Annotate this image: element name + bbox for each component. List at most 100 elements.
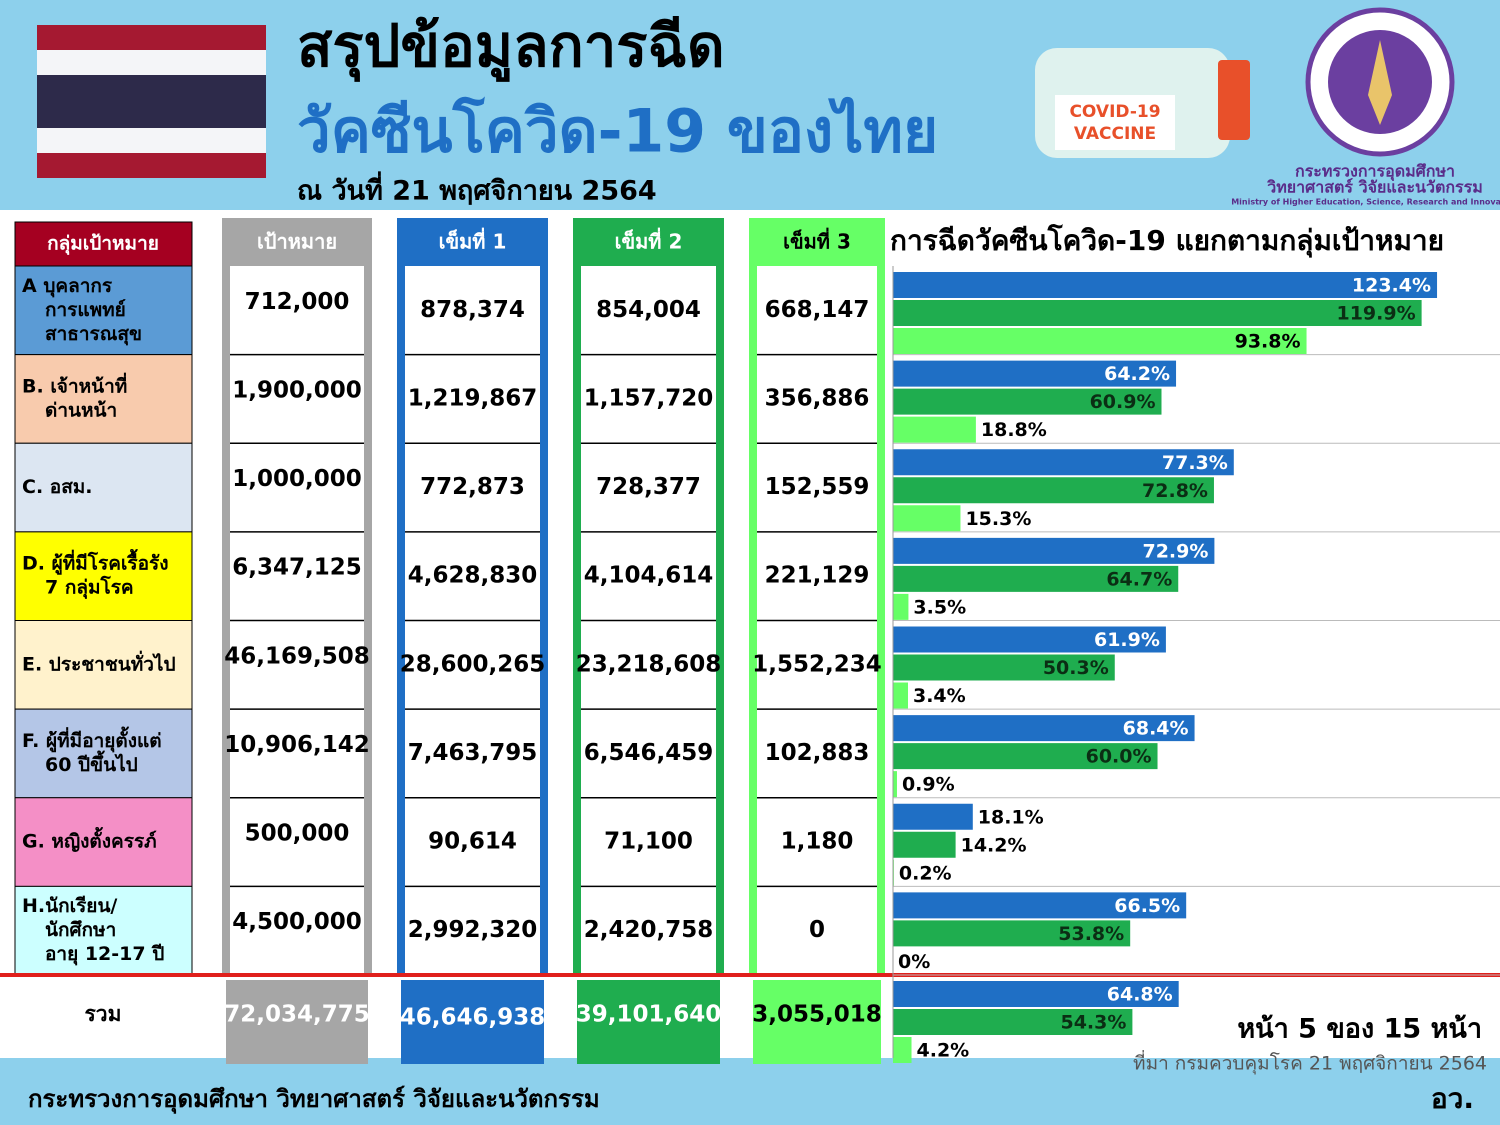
value-label: 68.4% — [1123, 718, 1189, 740]
cell-value: 712,000 — [245, 289, 350, 315]
cell-value: 71,100 — [604, 829, 693, 855]
source: ที่มา กรมควบคุมโรค 21 พฤศจิกายน 2564 — [1133, 1050, 1487, 1076]
header-cell — [222, 218, 372, 266]
bar — [893, 416, 976, 443]
total-value: 39,101,640 — [576, 1002, 722, 1028]
header-label: กลุ่มเป้าหมาย — [47, 233, 159, 256]
group-label: F. ผู้ที่มีอายุตั้งแต่ — [22, 726, 162, 753]
group-cell — [14, 354, 193, 444]
bar — [893, 328, 1307, 354]
bar — [893, 682, 908, 709]
group-cell — [14, 708, 193, 799]
cell-value: 4,500,000 — [232, 909, 362, 935]
total-value: 3,055,018 — [752, 1002, 882, 1028]
value-label: 4.2% — [917, 1040, 970, 1062]
value-label: 54.3% — [1060, 1012, 1126, 1034]
total-cell — [401, 980, 544, 1064]
total-label: รวม — [85, 1002, 122, 1026]
bar — [893, 537, 1215, 564]
value-label: 64.7% — [1106, 568, 1172, 590]
group-cell — [14, 797, 193, 887]
bar — [893, 743, 1158, 770]
header-label: เข็มที่ 2 — [615, 227, 683, 254]
cell-value: 1,157,720 — [584, 385, 714, 411]
group-label: G. หญิงตั้งครรภ์ — [22, 827, 157, 853]
value-label: 0% — [898, 951, 930, 973]
bar — [893, 803, 973, 830]
value-label: 93.8% — [1235, 331, 1301, 353]
column-edge — [397, 266, 405, 975]
cell-value: 4,628,830 — [408, 563, 538, 589]
bar — [893, 300, 1422, 326]
value-label: 3.4% — [913, 685, 966, 707]
cell-value: 500,000 — [245, 821, 350, 847]
bar — [893, 477, 1214, 504]
cell-value: 1,000,000 — [232, 466, 362, 492]
header-cell — [397, 218, 548, 266]
column-edge — [540, 266, 548, 975]
group-label: อายุ 12-17 ปี — [45, 943, 164, 966]
group-label: A บุคลากร — [22, 275, 113, 298]
ministry-name: วิทยาศาสตร์ วิจัยและนวัตกรรม — [1266, 178, 1483, 197]
date: ณ วันที่ 21 พฤศจิกายน 2564 — [297, 171, 657, 207]
group-label: สาธารณสุข — [45, 323, 142, 346]
value-label: 3.5% — [913, 596, 966, 618]
bar — [893, 626, 1166, 653]
cell-value: 23,218,608 — [576, 651, 722, 677]
group-label: D. ผู้ที่มีโรคเรื้อรัง — [22, 549, 169, 576]
bar — [893, 1037, 912, 1063]
vaccine-label: VACCINE — [1074, 124, 1156, 144]
group-label: นักศึกษา — [45, 919, 116, 941]
total-cell — [226, 980, 368, 1064]
header-label: เป้าหมาย — [257, 230, 337, 254]
total-cell — [577, 980, 720, 1064]
cell-value: 728,377 — [596, 474, 701, 500]
group-label: C. อสม. — [22, 476, 93, 498]
cell-value: 1,552,234 — [752, 651, 882, 677]
title: สรุปข้อมูลการฉีด — [297, 12, 725, 83]
group-cell — [14, 885, 193, 976]
value-label: 72.8% — [1142, 480, 1208, 502]
cell-value: 10,906,142 — [224, 732, 370, 758]
cell-value: 102,883 — [765, 740, 870, 766]
group-label: B. เจ้าหน้าที่ — [22, 372, 127, 397]
group-cell — [14, 531, 193, 621]
cell-value: 6,347,125 — [232, 555, 362, 581]
column-edge — [364, 266, 372, 975]
footer-ministry: กระทรวงการอุดมศึกษา วิทยาศาสตร์ วิจัยและ… — [28, 1085, 600, 1115]
column-edge — [716, 266, 724, 975]
bar — [893, 593, 909, 620]
bar — [893, 831, 956, 858]
header-cell — [14, 221, 193, 267]
value-label: 15.3% — [965, 508, 1031, 530]
ministry-name: กระทรวงการอุดมศึกษา — [1295, 162, 1455, 182]
cell-value: 854,004 — [596, 297, 701, 323]
bar — [893, 654, 1115, 681]
value-label: 61.9% — [1094, 629, 1160, 651]
bar — [893, 272, 1438, 298]
group-cell — [14, 442, 193, 533]
cell-value: 7,463,795 — [408, 740, 538, 766]
header-cell — [573, 218, 724, 266]
cell-value: 878,374 — [420, 297, 525, 323]
bar — [893, 360, 1177, 387]
title: วัคซีนโควิด-19 ของไทย — [297, 96, 938, 167]
cell-value: 28,600,265 — [400, 651, 546, 677]
bar — [893, 565, 1179, 592]
group-label: ด่านหน้า — [45, 399, 117, 421]
thai-flag — [37, 25, 266, 178]
value-label: 18.1% — [978, 806, 1044, 828]
cell-value: 1,180 — [781, 829, 854, 855]
column-edge — [749, 266, 757, 975]
cell-value: 46,169,508 — [224, 643, 370, 669]
bar — [893, 892, 1187, 919]
value-label: 72.9% — [1142, 540, 1208, 562]
column-edge — [877, 266, 885, 975]
cell-value: 90,614 — [428, 829, 517, 855]
vaccine-label: COVID-19 — [1069, 102, 1160, 122]
value-label: 0.9% — [902, 774, 955, 796]
value-label: 123.4% — [1352, 275, 1431, 297]
value-label: 119.9% — [1336, 303, 1415, 325]
bar — [893, 505, 961, 532]
